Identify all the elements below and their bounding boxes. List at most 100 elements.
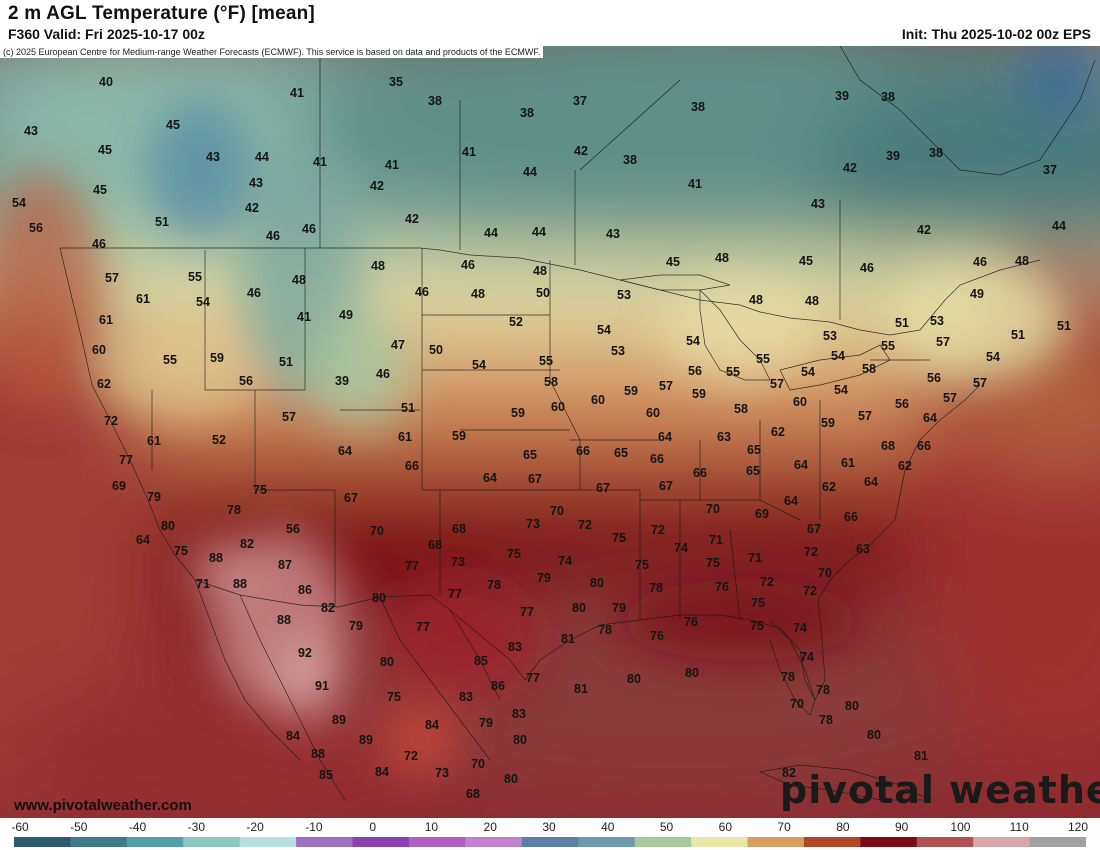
temperature-label: 67 — [807, 522, 821, 536]
temperature-label: 44 — [255, 150, 269, 164]
temperature-label: 66 — [576, 444, 590, 458]
temperature-label: 61 — [398, 430, 412, 444]
temperature-label: 78 — [487, 578, 501, 592]
temperature-label: 54 — [12, 196, 26, 210]
temperature-label: 48 — [371, 259, 385, 273]
scale-tick-label: 20 — [483, 820, 497, 834]
temperature-label: 54 — [597, 323, 611, 337]
temperature-label: 56 — [927, 371, 941, 385]
temperature-label: 80 — [685, 666, 699, 680]
temperature-label: 54 — [196, 295, 210, 309]
temperature-label: 79 — [349, 619, 363, 633]
temperature-label: 84 — [375, 765, 389, 779]
temperature-label: 67 — [344, 491, 358, 505]
temperature-label: 59 — [452, 429, 466, 443]
temperature-label: 89 — [359, 733, 373, 747]
temperature-label: 65 — [614, 446, 628, 460]
color-scale: -60 -50 -40 -30 -20 -10 0 10 20 30 40 50 60 70 80 90 100… — [0, 818, 1100, 850]
temperature-label: 80 — [380, 655, 394, 669]
temperature-label: 48 — [749, 293, 763, 307]
temperature-label: 72 — [651, 523, 665, 537]
temperature-label: 70 — [471, 757, 485, 771]
temperature-label: 62 — [771, 425, 785, 439]
temperature-label: 73 — [451, 555, 465, 569]
temperature-label: 51 — [279, 355, 293, 369]
temperature-label: 44 — [1052, 219, 1066, 233]
temperature-label: 82 — [782, 766, 796, 780]
temperature-label: 59 — [511, 406, 525, 420]
temperature-label: 54 — [472, 358, 486, 372]
temperature-label: 65 — [746, 464, 760, 478]
temperature-label: 91 — [315, 679, 329, 693]
temperature-label: 81 — [914, 749, 928, 763]
temperature-label: 68 — [466, 787, 480, 801]
temperature-label: 46 — [973, 255, 987, 269]
temperature-label: 79 — [479, 716, 493, 730]
scale-tick-label: 90 — [894, 820, 909, 834]
temperature-label: 87 — [278, 558, 292, 572]
temperature-label: 35 — [389, 75, 403, 89]
temperature-label: 75 — [253, 483, 267, 497]
temperature-label: 39 — [835, 89, 849, 103]
temperature-label: 77 — [448, 587, 462, 601]
temperature-label: 80 — [627, 672, 641, 686]
temperature-label: 77 — [520, 605, 534, 619]
temperature-label: 79 — [612, 601, 626, 615]
temperature-label: 50 — [536, 286, 550, 300]
temperature-label: 85 — [474, 654, 488, 668]
temperature-label: 64 — [923, 411, 937, 425]
temperature-label: 55 — [756, 352, 770, 366]
temperature-label: 54 — [986, 350, 1000, 364]
temperature-label: 68 — [452, 522, 466, 536]
temperature-label: 71 — [748, 551, 762, 565]
temperature-label: 56 — [688, 364, 702, 378]
temperature-label: 37 — [573, 94, 587, 108]
temperature-label: 60 — [591, 393, 605, 407]
temperature-label: 83 — [512, 707, 526, 721]
temperature-label: 38 — [881, 90, 895, 104]
temperature-label: 69 — [755, 507, 769, 521]
valid-time: F360 Valid: Fri 2025-10-17 00z — [8, 26, 205, 42]
temperature-label: 58 — [544, 375, 558, 389]
scale-color-segment — [352, 837, 410, 847]
temperature-label: 70 — [790, 697, 804, 711]
scale-tick-label: -40 — [128, 820, 147, 834]
temperature-label: 83 — [508, 640, 522, 654]
scale-tick-label: -30 — [187, 820, 205, 834]
temperature-label: 56 — [895, 397, 909, 411]
scale-tick-label: -60 — [11, 820, 29, 834]
pivotal-weather-logo: pivotal weather — [780, 768, 1100, 812]
color-scale-bar — [14, 837, 1086, 847]
temperature-label: 41 — [297, 310, 311, 324]
scale-tick-label: 100 — [950, 820, 971, 834]
temperature-label: 51 — [155, 215, 169, 229]
temperature-label: 49 — [339, 308, 353, 322]
temperature-label: 67 — [659, 479, 673, 493]
temperature-label: 74 — [558, 554, 572, 568]
temperature-label: 60 — [92, 343, 106, 357]
temperature-label: 78 — [816, 683, 830, 697]
map-title: 2 m AGL Temperature (°F) [mean] — [8, 3, 315, 24]
temperature-label: 72 — [760, 575, 774, 589]
temperature-label: 88 — [233, 577, 247, 591]
header: 2 m AGL Temperature (°F) [mean] F360 Val… — [0, 0, 1100, 46]
temperature-label: 67 — [528, 472, 542, 486]
temperature-label: 72 — [803, 584, 817, 598]
temperature-label: 75 — [507, 547, 521, 561]
scale-color-segment — [803, 837, 861, 847]
temperature-label: 45 — [98, 143, 112, 157]
temperature-label: 62 — [97, 377, 111, 391]
temperature-label: 79 — [537, 571, 551, 585]
temperature-label: 64 — [483, 471, 497, 485]
temperature-label: 53 — [930, 314, 944, 328]
temperature-label: 41 — [462, 145, 476, 159]
scale-tick-label: 60 — [718, 820, 733, 834]
temperature-label: 64 — [794, 458, 808, 472]
temperature-label: 81 — [574, 682, 588, 696]
temperature-label: 92 — [298, 646, 312, 660]
temperature-label: 84 — [425, 718, 439, 732]
site-url[interactable]: www.pivotalweather.com — [14, 797, 192, 814]
temperature-label: 57 — [770, 377, 784, 391]
